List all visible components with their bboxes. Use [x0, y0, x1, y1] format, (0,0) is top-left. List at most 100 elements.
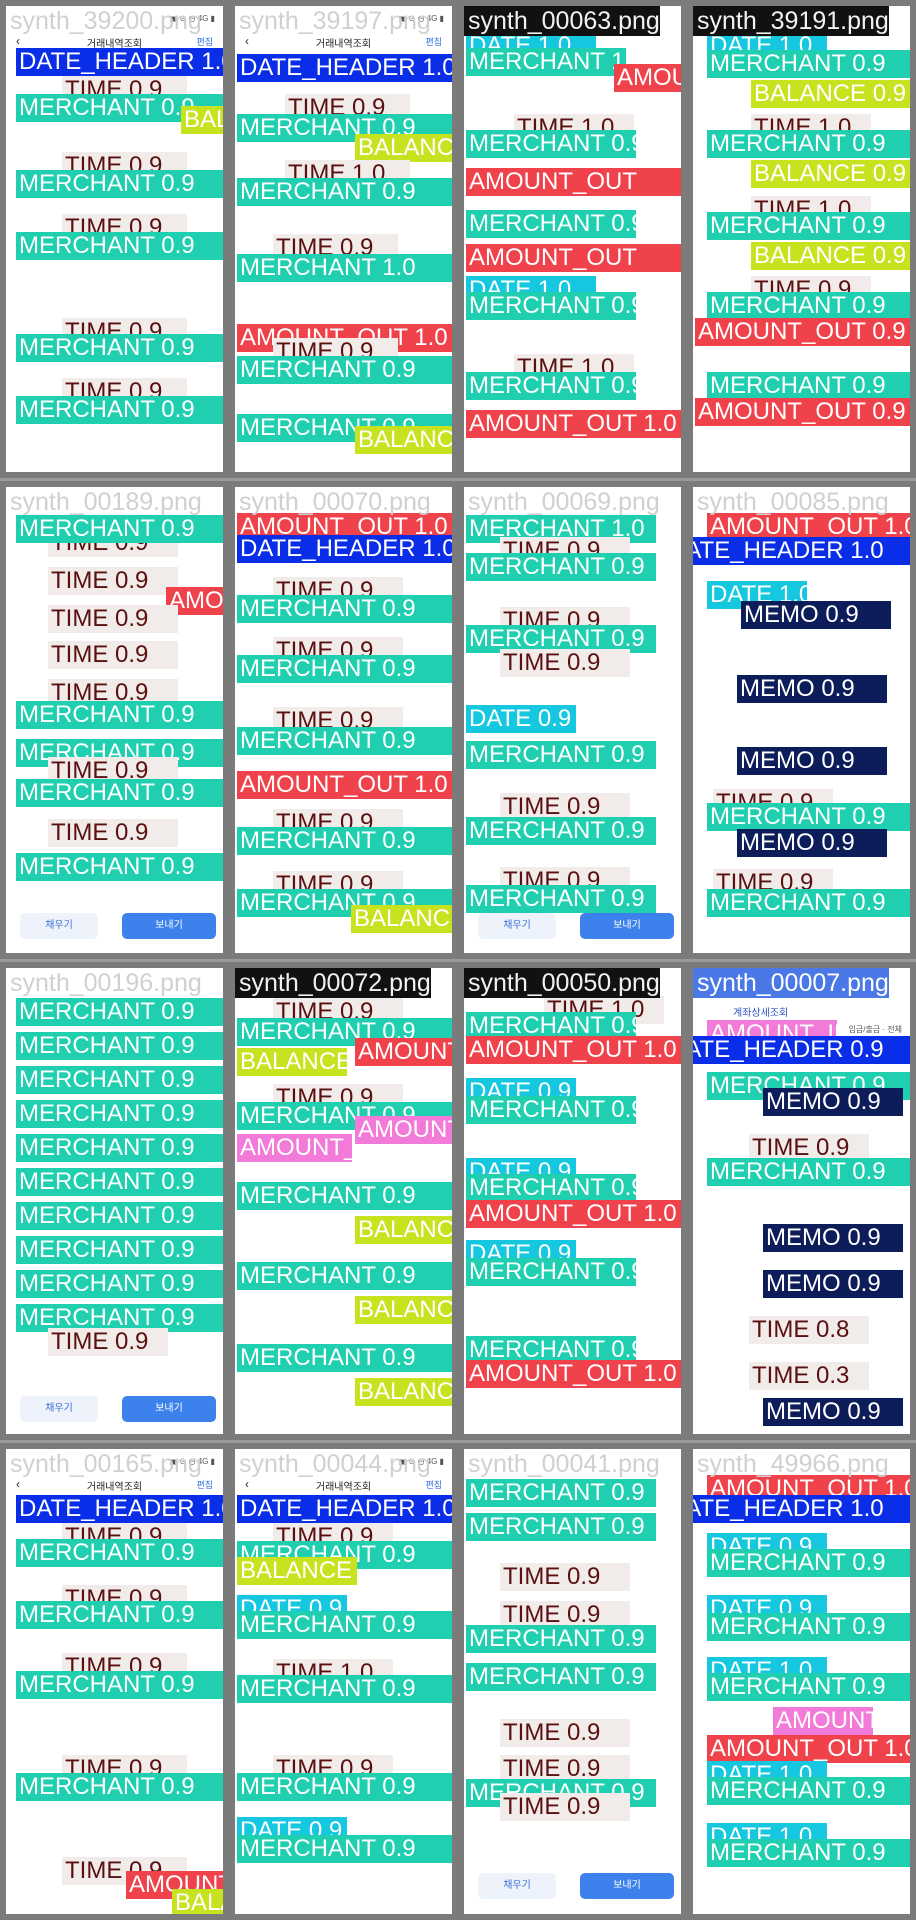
tile-4: synth_39191.png DATE 1.0 MERCHANT 0.9 BA…	[687, 0, 916, 478]
box-date_header: DATE_HEADER 1.0	[237, 54, 452, 82]
box-merchant: MERCHANT 0.9	[16, 1601, 223, 1629]
box-merchant: MERCHANT 0.9	[16, 396, 223, 424]
box-merchant: MERCHANT 0.9	[707, 1777, 910, 1805]
status-bar: ▣ ⊙ ◷ 4G ▮	[398, 1457, 444, 1466]
box-merchant: MERCHANT 0.9	[16, 998, 223, 1026]
edit-link[interactable]: 편집	[425, 37, 442, 47]
tile-filename: synth_49966.png	[697, 1450, 889, 1478]
screen-title: 거래내역조회	[315, 1482, 372, 1493]
box-merchant: MERCHANT 0.9	[16, 853, 223, 881]
box-date_header: DATE_HEADER 1.0	[16, 48, 223, 76]
box-date_header: DATE_HEADER 1.0	[237, 535, 452, 563]
box-balance: BALANCE 1.0	[237, 1048, 347, 1076]
fill-button[interactable]: 채우기	[20, 913, 98, 939]
fill-button[interactable]: 채우기	[20, 1396, 98, 1422]
box-merchant: MERCHANT 0.9	[707, 889, 910, 917]
tile-filename: synth_00189.png	[10, 488, 202, 516]
box-merchant: MERCHANT 0.9	[237, 1835, 452, 1863]
box-merchant: MERCHANT 0.9	[466, 1012, 636, 1040]
back-arrow-icon[interactable]: ‹	[16, 34, 20, 48]
box-merchant: MERCHANT 0.9	[237, 827, 452, 855]
status-bar: ▣ ⊙ ◷ 4G ▮	[169, 1457, 215, 1466]
box-merchant: MERCHANT 0.9	[707, 292, 910, 320]
tile-filename: synth_00044.png	[239, 1450, 431, 1478]
send-button[interactable]: 보내기	[122, 1396, 216, 1422]
box-balance: BALANCE 1.0	[351, 905, 452, 933]
screen-title: 거래내역조회	[315, 39, 372, 50]
tile-5: synth_00189.png TIME 0.9 MERCHANT 0.9 TI…	[0, 481, 229, 959]
tile-filename: synth_00050.png	[464, 968, 660, 998]
box-merchant: MERCHANT 0.9	[466, 625, 656, 653]
box-time: TIME 0.9	[749, 1134, 869, 1162]
box-merchant: MERCHANT 0.9	[16, 1773, 223, 1801]
tile-filename: synth_00165.png	[10, 1450, 202, 1478]
edit-link[interactable]: 편집	[196, 37, 213, 47]
box-merchant: MERCHANT 0.9	[16, 1270, 223, 1298]
back-arrow-icon[interactable]: ‹	[16, 1477, 20, 1491]
tile-filename: synth_00196.png	[10, 969, 202, 997]
box-merchant: MERCHANT 0.9	[707, 1839, 910, 1867]
box-time: TIME 0.9	[48, 567, 178, 595]
box-merchant: MERCHANT 0.9	[466, 1625, 656, 1653]
box-merchant: MERCHANT 0.9	[707, 372, 910, 400]
box-merchant: MERCHANT 0.9	[16, 1236, 223, 1264]
tile-7: synth_00069.png MERCHANT 1.0 TIME 0.9 ME…	[458, 481, 687, 959]
box-merchant: MERCHANT 0.9	[466, 372, 636, 400]
back-arrow-icon[interactable]: ‹	[245, 34, 249, 48]
tile-3: synth_00063.png DATE 1.0 MERCHANT 1.0 AM…	[458, 0, 687, 478]
box-merchant: MERCHANT 0.9	[237, 1675, 452, 1703]
edit-link[interactable]: 편집	[196, 1480, 213, 1490]
box-merchant: MERCHANT 0.9	[707, 1549, 910, 1577]
box-merchant: MERCHANT 0.9	[466, 1258, 636, 1286]
tile-8: synth_00085.png AMOUNT_OUT 1.0 DATE_HEAD…	[687, 481, 916, 959]
box-amount_out: AMOUNT_OUT 0.9	[695, 398, 910, 426]
box-merchant: MERCHANT 0.9	[237, 1344, 452, 1372]
box-memo: MEMO 0.9	[763, 1224, 903, 1252]
box-merchant: MERCHANT 0.9	[16, 1168, 223, 1196]
box-memo: MEMO 0.9	[737, 747, 887, 775]
tile-filename: synth_00007.png	[693, 968, 889, 998]
box-balance: BALANCE 0.9	[172, 1889, 223, 1914]
box-merchant: MERCHANT 0.9	[237, 727, 452, 755]
send-button[interactable]: 보내기	[580, 913, 674, 939]
box-time: TIME 0.3	[749, 1362, 869, 1390]
send-button[interactable]: 보내기	[122, 913, 216, 939]
box-time: TIME 0.9	[48, 605, 178, 633]
send-button[interactable]: 보내기	[580, 1873, 674, 1899]
tile-14: synth_00044.png ▣ ⊙ ◷ 4G ▮ ‹ 거래내역조회 편집 D…	[229, 1443, 458, 1920]
filter-label[interactable]: 입금/출금 · 전체	[848, 1025, 903, 1034]
app-bar: ‹ 거래내역조회 편집	[235, 1473, 452, 1495]
box-amount_out: AMOUNT_OUT 1.0	[466, 410, 681, 438]
box-balance: BALANCE 0.9	[751, 80, 910, 108]
box-merchant: MERCHANT 0.9	[466, 1513, 656, 1541]
box-amount_out: AMOUNT_OUT 1.0	[707, 1735, 910, 1763]
box-memo: MEMO 0.9	[763, 1398, 903, 1426]
box-balance: BALANCE	[355, 134, 452, 162]
box-balance: BALANCE 1.0	[237, 1557, 357, 1585]
box-date_header: DATE_HEADER 0.9	[693, 1036, 910, 1064]
tile-11: synth_00050.png TIME 1.0 MERCHANT 0.9 AM…	[458, 962, 687, 1440]
box-amount_out: AMOUNT_OUT 1.0	[466, 1200, 681, 1228]
box-amount_out: AMOUNT_OUT	[466, 244, 681, 272]
box-merchant: MERCHANT 0.9	[16, 701, 223, 729]
box-merchant: MERCHANT 0.9	[237, 655, 452, 683]
tile-6: synth_00070.png AMOUNT_OUT 1.0 DATE_HEAD…	[229, 481, 458, 959]
box-amount_out: AMOUNT_OUT	[466, 168, 681, 196]
box-balance: BALANCE	[181, 106, 223, 134]
box-merchant: MERCHANT 0.9	[466, 741, 656, 769]
back-arrow-icon[interactable]: ‹	[245, 1477, 249, 1491]
tile-15: synth_00041.png MERCHANT 0.9 MERCHANT 0.…	[458, 1443, 687, 1920]
box-merchant: MERCHANT 0.9	[16, 1539, 223, 1567]
fill-button[interactable]: 채우기	[478, 913, 556, 939]
box-amount_in: AMOUNT_IN 1.0	[237, 1134, 352, 1162]
box-merchant: MERCHANT 0.9	[466, 1096, 636, 1124]
box-merchant: MERCHANT 0.9	[16, 1066, 223, 1094]
box-amount_out: AMOUNT	[166, 587, 223, 615]
box-merchant: MERCHANT 0.9	[16, 1304, 223, 1332]
box-amount_out: AMOUNT_OUT 1.0	[466, 1360, 681, 1388]
edit-link[interactable]: 편집	[425, 1480, 442, 1490]
fill-button[interactable]: 채우기	[478, 1873, 556, 1899]
tile-filename: synth_00063.png	[464, 6, 660, 36]
box-amount_in: AMOUNT_IN 1.0	[773, 1707, 873, 1735]
